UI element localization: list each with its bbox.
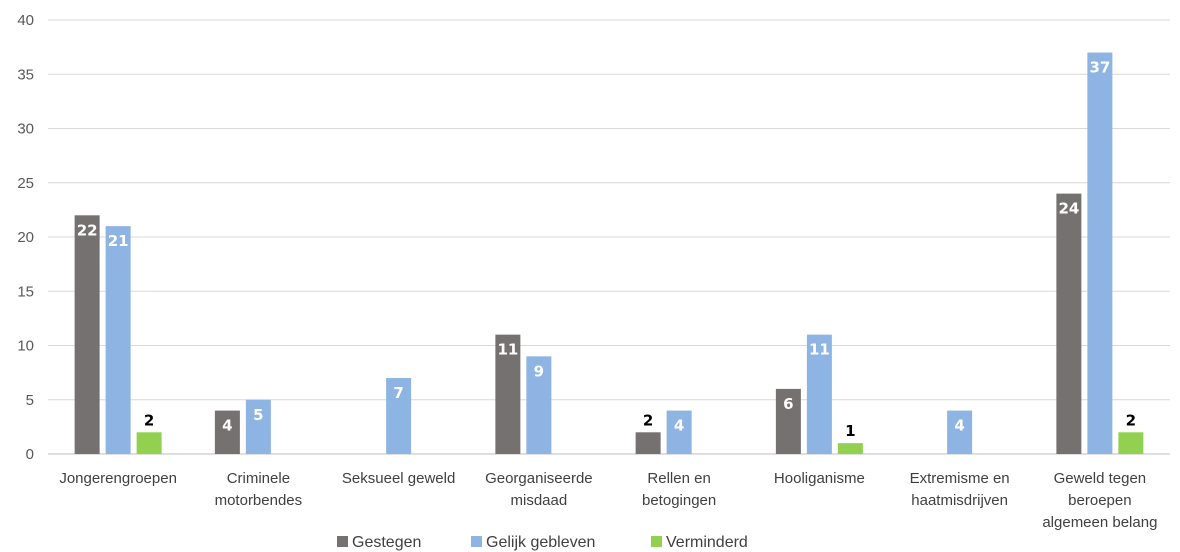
data-label: 4	[954, 417, 964, 435]
data-label: 11	[497, 341, 518, 359]
x-axis-categories: Jongerengroepen Criminele motorbendes Seksu…	[59, 470, 1157, 531]
legend-item-gestegen: Gestegen	[337, 534, 421, 551]
category-label: Jongerengroepen	[59, 470, 177, 487]
legend-item-verminderd: Verminderd	[651, 534, 748, 551]
bar-gestegen	[635, 432, 661, 454]
data-label: 24	[1058, 200, 1079, 218]
data-label: 22	[77, 221, 98, 239]
category-label: misdaad	[511, 492, 568, 509]
bar-gelijk-gebleven	[245, 399, 271, 454]
category-label: haatmisdrijven	[911, 492, 1008, 509]
category-label: Seksueel geweld	[342, 470, 455, 487]
bar-verminderd	[136, 432, 162, 454]
y-tick-label: 10	[17, 338, 34, 355]
y-tick-label: 30	[17, 121, 34, 138]
bar-gestegen	[1056, 193, 1082, 454]
category-label: Geweld tegen	[1054, 470, 1147, 487]
bar-gelijk-gebleven	[947, 410, 973, 454]
category-label: beroepen	[1068, 492, 1131, 509]
legend-label: Verminderd	[666, 534, 748, 551]
category-label: Extremisme en	[910, 470, 1010, 487]
data-label: 5	[253, 406, 263, 424]
bar-gelijk-gebleven	[386, 378, 412, 454]
y-tick-label: 35	[17, 66, 34, 83]
bar-gelijk-gebleven	[105, 226, 131, 454]
bars	[74, 52, 1144, 455]
data-label: 37	[1089, 59, 1110, 77]
category-label: Georganiseerde	[485, 470, 593, 487]
y-axis-ticks: 0 5 10 15 20 25 30 35 40	[17, 12, 34, 463]
data-label: 7	[393, 384, 403, 402]
y-tick-label: 15	[17, 283, 34, 300]
legend-swatch	[337, 536, 348, 547]
category-label: Rellen en	[647, 470, 710, 487]
y-tick-label: 40	[17, 12, 34, 29]
legend-item-gelijk-gebleven: Gelijk gebleven	[471, 534, 595, 551]
bar-verminderd	[837, 443, 863, 454]
data-label: 4	[674, 417, 684, 435]
data-label: 9	[534, 362, 544, 380]
data-label: 6	[783, 395, 793, 413]
data-label: 2	[643, 411, 653, 429]
data-label: 4	[222, 417, 232, 435]
bar-gelijk-gebleven	[666, 410, 692, 454]
data-label: 21	[108, 232, 129, 250]
category-label: Criminele	[227, 470, 290, 487]
legend: Gestegen Gelijk gebleven Verminderd	[337, 534, 748, 551]
y-tick-label: 20	[17, 229, 34, 246]
legend-swatch	[651, 536, 662, 547]
legend-label: Gelijk gebleven	[486, 534, 595, 551]
y-tick-label: 5	[26, 392, 34, 409]
bar-gelijk-gebleven	[806, 334, 832, 454]
category-label: Hooliganisme	[774, 470, 865, 487]
bar-gestegen	[775, 388, 801, 454]
data-label: 1	[845, 422, 855, 440]
bar-gestegen	[495, 334, 521, 454]
bar-gestegen	[74, 215, 100, 454]
bar-gestegen	[214, 410, 240, 454]
legend-label: Gestegen	[352, 534, 421, 551]
data-label: 11	[809, 341, 830, 359]
y-tick-label: 25	[17, 175, 34, 192]
bar-gelijk-gebleven	[526, 356, 552, 454]
data-label: 2	[144, 411, 154, 429]
bar-verminderd	[1118, 432, 1144, 454]
y-tick-label: 0	[26, 446, 34, 463]
data-label: 2	[1126, 411, 1136, 429]
bar-gelijk-gebleven	[1087, 52, 1113, 455]
gridlines	[48, 19, 1170, 455]
legend-swatch	[471, 536, 482, 547]
category-label: betogingen	[642, 492, 716, 509]
category-label: algemeen belang	[1042, 514, 1157, 531]
category-label: motorbendes	[215, 492, 303, 509]
